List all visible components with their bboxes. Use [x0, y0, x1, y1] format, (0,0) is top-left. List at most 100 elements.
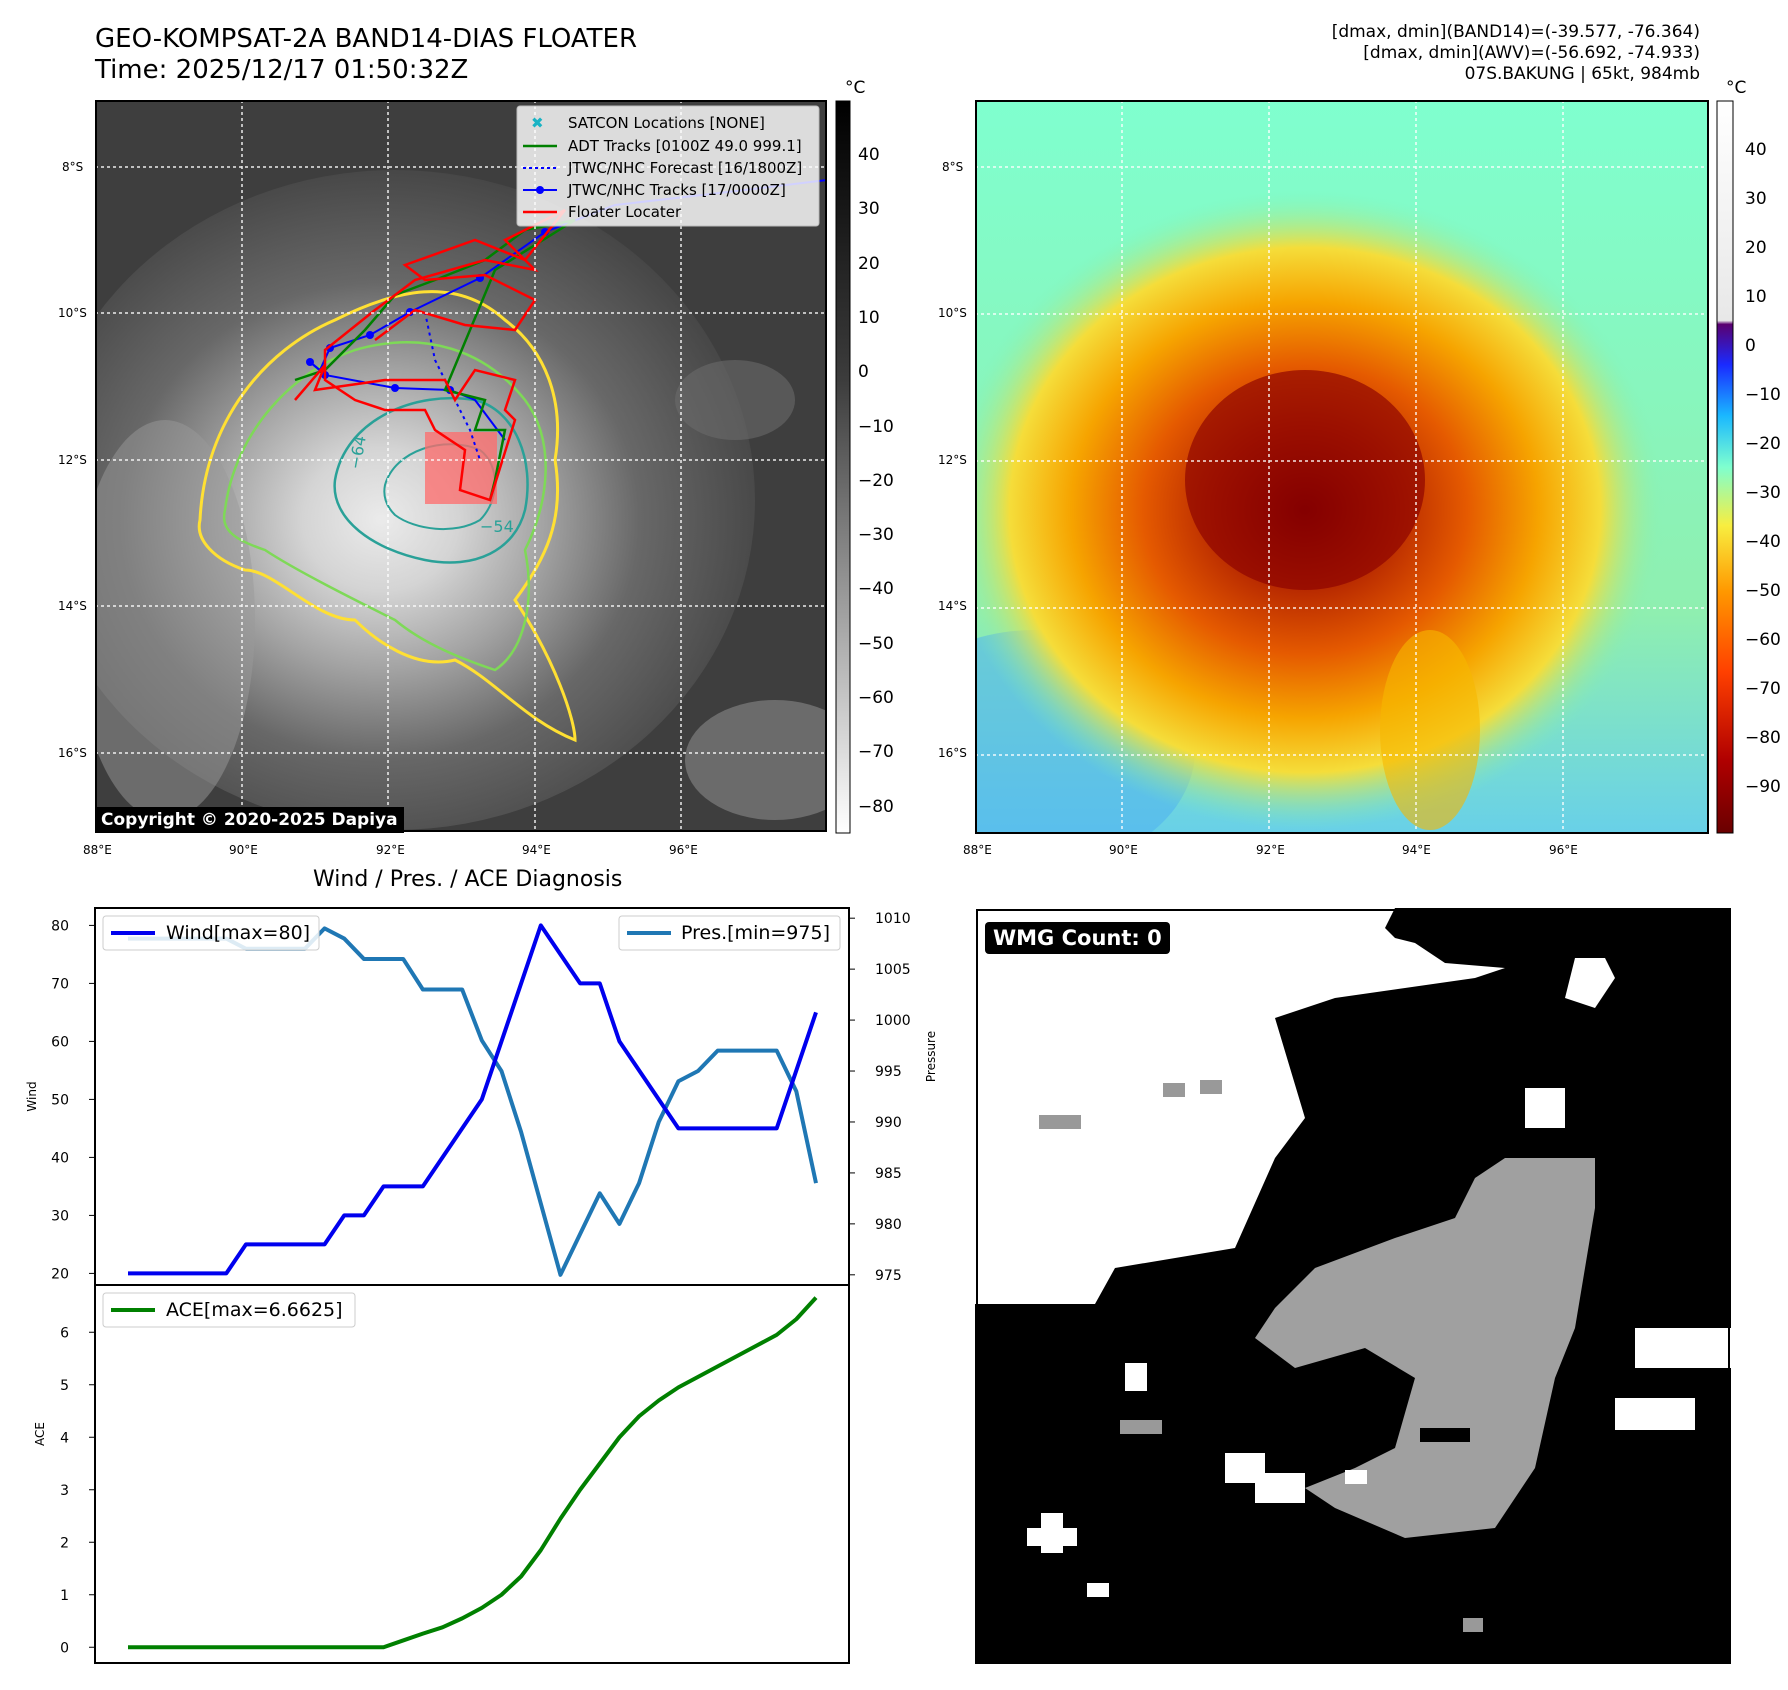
ace-axes	[94, 1284, 850, 1664]
satcon-marker-icon: ✖	[531, 114, 544, 132]
info-awv: [dmax, dmin](AWV)=(-56.692, -74.933)	[1363, 43, 1700, 63]
wind-tick-label: 40	[51, 1150, 69, 1166]
colorbar-tick: 0	[858, 362, 869, 383]
legend-satcon: SATCON Locations [NONE]	[568, 114, 765, 132]
wind-tick-label: 20	[51, 1266, 69, 1282]
timestamp: Time: 2025/12/17 01:50:32Z	[95, 55, 469, 85]
page-title: GEO-KOMPSAT-2A BAND14-DIAS FLOATER	[95, 24, 638, 54]
colorbar-tick: −30	[1745, 483, 1781, 503]
lat-label: 16°S	[938, 746, 967, 760]
lat-label: 14°S	[938, 599, 967, 613]
wind-pressure-ace-chart: 2030405060708097598098599099510001005101…	[25, 907, 938, 1664]
colorbar-tick: 10	[858, 307, 880, 328]
colorbar-tick: 20	[858, 253, 880, 274]
colorbar-tick: −60	[1745, 630, 1781, 650]
contour-green	[222, 341, 547, 672]
colorbar-tick: 40	[858, 145, 880, 165]
floater-locater-line	[294, 208, 566, 502]
map-gridlines	[95, 100, 827, 832]
ace-tick-label: 0	[60, 1640, 69, 1656]
ace-tick-label: 4	[60, 1430, 69, 1446]
colorbar-tick: −40	[1745, 532, 1781, 552]
lon-label: 96°E	[669, 843, 698, 857]
ace-tick-label: 3	[60, 1483, 69, 1499]
lon-label: 92°E	[1256, 843, 1285, 857]
colorbar-tick: −80	[1745, 728, 1781, 748]
contour-yellow	[197, 290, 577, 743]
legend-tracks: JTWC/NHC Tracks [17/0000Z]	[567, 181, 786, 199]
colorbar-tick: −10	[1745, 385, 1781, 405]
colorbar-tick: −70	[1745, 679, 1781, 699]
contour-teal	[333, 396, 529, 564]
colorbar-tick: −90	[1745, 777, 1781, 797]
lat-label: 12°S	[58, 453, 87, 467]
pressure-tick-label: 1010	[875, 911, 911, 927]
wind-tick-label: 70	[51, 976, 69, 992]
lon-label: 90°E	[229, 843, 258, 857]
legend-forecast: JTWC/NHC Forecast [16/1800Z]	[567, 159, 802, 177]
lat-label: 16°S	[58, 746, 87, 760]
colorbar-tick: 20	[1745, 238, 1767, 258]
colorbar-unit: °C	[845, 78, 866, 98]
lat-label: 12°S	[938, 453, 967, 467]
pressure-tick-label: 995	[875, 1064, 902, 1080]
lon-label: 94°E	[1402, 843, 1431, 857]
colorbar-tick: −80	[858, 796, 894, 817]
pressure-legend-box	[618, 915, 841, 951]
wind-legend-label: Wind[max=80]	[166, 922, 310, 944]
wmg-white-region	[1565, 958, 1615, 1008]
lon-label: 88°E	[83, 843, 112, 857]
colorbar-tick: −50	[858, 633, 894, 654]
legend-locater: Floater Locater	[568, 203, 682, 221]
ace-tick-label: 6	[60, 1325, 69, 1341]
ace-legend-label: ACE[max=6.6625]	[166, 1299, 343, 1321]
wmg-count-badge: WMG Count: 0	[985, 922, 1170, 954]
pressure-tick-label: 990	[875, 1115, 902, 1131]
colorbar-tick: 40	[1745, 140, 1767, 160]
wind-legend-box	[102, 915, 320, 951]
colorbar-tick: −40	[858, 579, 894, 600]
ace-tick-label: 1	[60, 1588, 69, 1604]
colorbar-tick: −70	[858, 742, 894, 763]
wind-axis-label: Wind	[25, 1081, 39, 1111]
pressure-tick-label: 975	[875, 1268, 902, 1284]
pressure-axis-label: Pressure	[924, 1031, 938, 1082]
colorbar-tick: 0	[1745, 336, 1756, 356]
colorbar-tick: −20	[858, 470, 894, 491]
lat-label: 8°S	[62, 160, 84, 174]
lon-label: 96°E	[1549, 843, 1578, 857]
floater-box	[425, 432, 497, 504]
contour-label: −54	[480, 517, 514, 536]
ace-tick-label: 5	[60, 1378, 69, 1394]
enhanced-colorbar	[1716, 100, 1734, 834]
wind-tick-label: 60	[51, 1034, 69, 1050]
pressure-tick-label: 1000	[875, 1013, 911, 1029]
ace-legend-box	[102, 1292, 356, 1328]
ace-axis-label: ACE	[33, 1422, 47, 1446]
ace-tick-label: 2	[60, 1535, 69, 1551]
lon-label: 94°E	[522, 843, 551, 857]
pressure-tick-label: 985	[875, 1166, 902, 1182]
grayscale-colorbar	[835, 100, 851, 834]
lat-label: 14°S	[58, 599, 87, 613]
colorbar-tick: −30	[858, 525, 894, 546]
colorbar-tick: −60	[858, 688, 894, 708]
colorbar-tick: 30	[858, 199, 880, 220]
pressure-legend-label: Pres.[min=975]	[681, 922, 830, 944]
lon-label: 88°E	[963, 843, 992, 857]
ir-enhanced-map	[975, 100, 1709, 834]
diagnosis-title: Wind / Pres. / ACE Diagnosis	[313, 867, 623, 892]
wind-line	[128, 923, 818, 1276]
map-gridlines	[975, 100, 1709, 834]
ace-line	[128, 1296, 818, 1650]
colorbar-unit: °C	[1726, 78, 1747, 98]
wind-tick-label: 30	[51, 1208, 69, 1224]
wind-tick-label: 50	[51, 1092, 69, 1108]
wind-tick-label: 80	[51, 918, 69, 934]
info-storm: 07S.BAKUNG | 65kt, 984mb	[1464, 64, 1700, 84]
lat-label: 10°S	[58, 306, 87, 320]
colorbar-tick: −10	[858, 416, 894, 437]
lon-label: 92°E	[376, 843, 405, 857]
pressure-tick-label: 980	[875, 1217, 902, 1233]
wmg-panel	[975, 908, 1731, 1664]
